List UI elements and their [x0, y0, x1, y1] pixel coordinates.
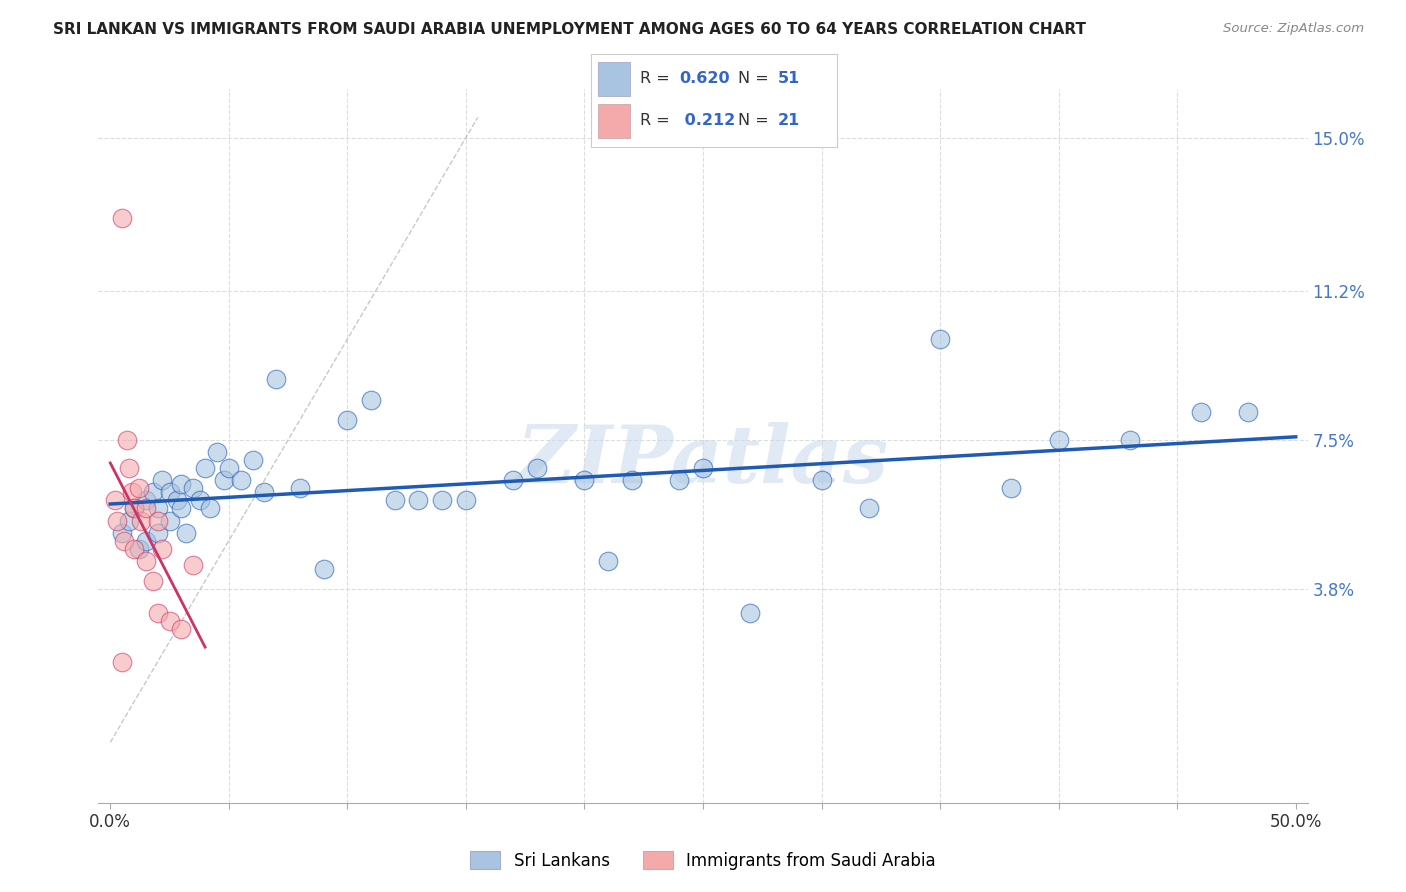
Point: [384, 493, 406, 508]
Point: [692, 461, 714, 475]
Point: [810, 473, 832, 487]
Text: N =: N =: [738, 113, 775, 128]
Text: ZIPatlas: ZIPatlas: [517, 422, 889, 499]
Point: [229, 473, 252, 487]
Point: [740, 607, 762, 621]
Point: [105, 514, 128, 528]
Point: [111, 655, 134, 669]
Text: 0.620: 0.620: [679, 71, 730, 87]
Point: [1047, 433, 1070, 447]
Point: [253, 485, 276, 500]
Point: [142, 485, 165, 500]
Point: [526, 461, 548, 475]
Point: [128, 481, 150, 495]
Point: [159, 485, 181, 500]
Legend: Sri Lankans, Immigrants from Saudi Arabia: Sri Lankans, Immigrants from Saudi Arabi…: [464, 845, 942, 877]
Point: [598, 554, 620, 568]
Point: [1237, 405, 1260, 419]
Point: [194, 461, 217, 475]
Point: [114, 533, 136, 548]
Text: 0.212: 0.212: [679, 113, 735, 128]
Point: [212, 473, 235, 487]
Point: [146, 514, 169, 528]
Bar: [598, 62, 630, 95]
Text: SRI LANKAN VS IMMIGRANTS FROM SAUDI ARABIA UNEMPLOYMENT AMONG AGES 60 TO 64 YEAR: SRI LANKAN VS IMMIGRANTS FROM SAUDI ARAB…: [53, 22, 1087, 37]
Point: [166, 493, 188, 508]
Text: N =: N =: [738, 71, 775, 87]
Point: [170, 477, 193, 491]
Point: [198, 501, 221, 516]
Point: [152, 473, 174, 487]
Point: [264, 372, 287, 386]
Point: [170, 501, 193, 516]
Point: [111, 211, 134, 226]
Point: [312, 562, 335, 576]
Point: [288, 481, 311, 495]
Point: [929, 332, 952, 346]
Point: [122, 541, 145, 556]
Point: [1119, 433, 1142, 447]
Text: 21: 21: [778, 113, 800, 128]
Point: [135, 493, 157, 508]
Point: [1000, 481, 1022, 495]
Point: [118, 461, 141, 475]
Point: [152, 541, 174, 556]
Point: [104, 493, 127, 508]
Point: [159, 615, 181, 629]
Point: [454, 493, 477, 508]
Point: [122, 501, 145, 516]
Point: [146, 525, 169, 540]
Point: [360, 392, 382, 407]
Point: [135, 533, 157, 548]
Point: [408, 493, 430, 508]
Point: [668, 473, 690, 487]
Text: 51: 51: [778, 71, 800, 87]
Point: [122, 501, 145, 516]
Point: [218, 461, 240, 475]
Point: [242, 453, 264, 467]
Point: [115, 433, 138, 447]
Point: [135, 554, 157, 568]
Point: [121, 485, 143, 500]
Point: [858, 501, 880, 516]
Point: [128, 541, 150, 556]
Point: [574, 473, 596, 487]
Point: [1189, 405, 1212, 419]
Point: [146, 501, 169, 516]
Bar: [598, 104, 630, 138]
Point: [190, 493, 212, 508]
Point: [129, 514, 152, 528]
Point: [336, 413, 359, 427]
Point: [159, 514, 181, 528]
Point: [118, 514, 141, 528]
Point: [135, 501, 157, 516]
Text: R =: R =: [640, 71, 675, 87]
Point: [502, 473, 524, 487]
Point: [142, 574, 165, 588]
Point: [111, 525, 134, 540]
Point: [181, 558, 204, 572]
Point: [620, 473, 643, 487]
Point: [146, 607, 169, 621]
Point: [170, 623, 193, 637]
Point: [432, 493, 454, 508]
Text: R =: R =: [640, 113, 675, 128]
Text: Source: ZipAtlas.com: Source: ZipAtlas.com: [1223, 22, 1364, 36]
Point: [174, 525, 197, 540]
Point: [181, 481, 204, 495]
Point: [205, 445, 228, 459]
